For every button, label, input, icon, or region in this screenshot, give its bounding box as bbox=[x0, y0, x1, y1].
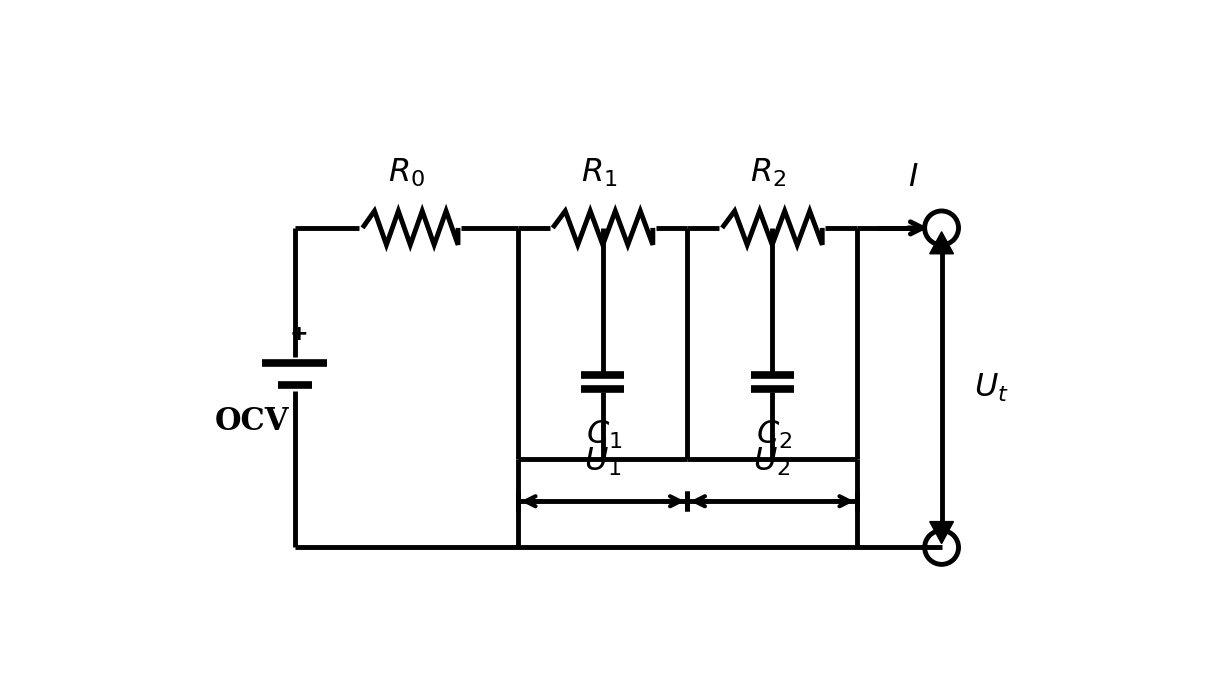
Polygon shape bbox=[930, 522, 953, 543]
Text: $C_1$: $C_1$ bbox=[586, 419, 622, 452]
Text: +: + bbox=[289, 324, 307, 344]
Text: $I$: $I$ bbox=[908, 163, 919, 193]
Text: $U_t$: $U_t$ bbox=[974, 371, 1009, 404]
Text: $R_1$: $R_1$ bbox=[581, 157, 617, 190]
Text: $R_0$: $R_0$ bbox=[388, 157, 425, 190]
Text: $U_1$: $U_1$ bbox=[584, 446, 621, 478]
Text: $C_2$: $C_2$ bbox=[756, 419, 791, 452]
Text: $R_2$: $R_2$ bbox=[750, 157, 786, 190]
Polygon shape bbox=[930, 232, 953, 254]
Text: OCV: OCV bbox=[216, 407, 289, 437]
Text: $U_2$: $U_2$ bbox=[753, 446, 791, 478]
